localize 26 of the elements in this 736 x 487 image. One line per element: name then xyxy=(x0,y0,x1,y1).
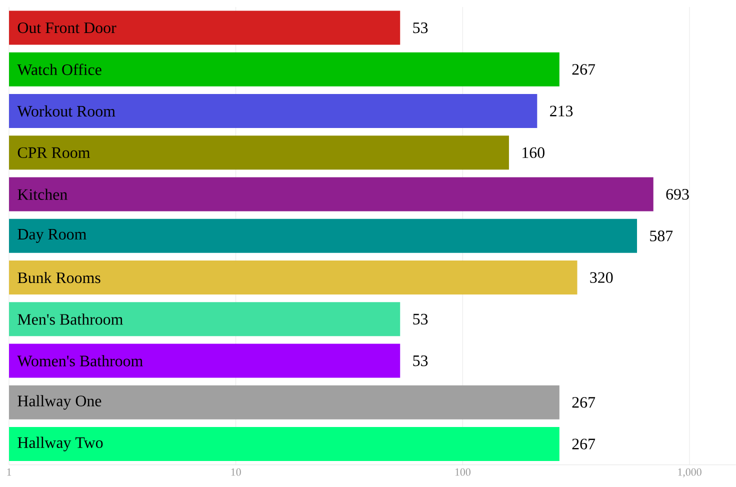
y-tick-label: Bunk Rooms xyxy=(18,272,100,284)
data-label: 267 xyxy=(572,438,596,450)
x-tick-label: 10 xyxy=(231,468,241,476)
x-tick-label: 1,000 xyxy=(678,468,702,478)
data-label: 587 xyxy=(650,230,673,242)
x-tick-label: 1 xyxy=(7,468,12,476)
y-tick-label: Out Front Door xyxy=(18,22,116,34)
data-label: 320 xyxy=(590,272,613,283)
y-tick-label: Watch Office xyxy=(17,64,102,76)
data-label: 693 xyxy=(666,189,689,200)
data-label: 267 xyxy=(572,397,596,408)
y-tick-label: Hallway One xyxy=(18,395,102,410)
y-tick-label: Day Room xyxy=(18,229,86,243)
y-tick-label: Women's Bathroom xyxy=(17,355,143,367)
y-tick-label: Kitchen xyxy=(18,188,68,200)
y-tick-label: Hallway Two xyxy=(18,436,103,452)
data-label: 53 xyxy=(413,314,428,325)
x-tick-label: 100 xyxy=(455,468,470,476)
data-label: 267 xyxy=(572,64,596,75)
y-tick-label: Men's Bathroom xyxy=(18,314,123,325)
y-tick-label: CPR Room xyxy=(18,147,90,158)
data-label: 160 xyxy=(522,147,544,158)
data-label: 213 xyxy=(550,106,573,116)
y-tick-label: Workout Room xyxy=(17,105,116,117)
data-label: 53 xyxy=(413,356,428,366)
data-label: 53 xyxy=(413,22,428,34)
